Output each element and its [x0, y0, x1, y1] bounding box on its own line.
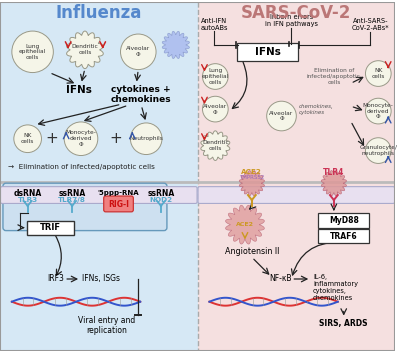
Text: SARS-CoV-2: SARS-CoV-2: [241, 4, 352, 22]
Text: IRF3: IRF3: [48, 275, 64, 283]
Text: Monocyte-
derived
Φ: Monocyte- derived Φ: [66, 131, 96, 147]
FancyBboxPatch shape: [237, 43, 298, 61]
Text: IFNs: IFNs: [66, 85, 92, 95]
Circle shape: [267, 101, 296, 131]
Circle shape: [130, 123, 162, 155]
Text: Alveolar
Φ: Alveolar Φ: [270, 110, 294, 121]
Text: NF-κB: NF-κB: [270, 275, 292, 283]
Text: IL-6,
inflammatory
cytokines,
chemokines: IL-6, inflammatory cytokines, chemokines: [313, 274, 358, 301]
Polygon shape: [321, 170, 346, 196]
Bar: [198, 182, 395, 351]
Polygon shape: [67, 31, 103, 68]
Text: cytokines +
chemokines: cytokines + chemokines: [111, 85, 172, 104]
Circle shape: [366, 61, 391, 86]
Text: Angiotensin II: Angiotensin II: [225, 247, 279, 256]
Circle shape: [366, 138, 391, 163]
Text: Lung
epithelial
cells: Lung epithelial cells: [202, 68, 229, 85]
Circle shape: [202, 96, 228, 122]
FancyBboxPatch shape: [0, 187, 197, 203]
Text: TRAF6: TRAF6: [330, 232, 358, 241]
Text: Neutrophils: Neutrophils: [129, 136, 163, 141]
Text: Elimination of
infected/apoptotic
cells: Elimination of infected/apoptotic cells: [307, 68, 361, 85]
FancyBboxPatch shape: [3, 183, 167, 231]
Circle shape: [12, 31, 53, 73]
Text: ACE2: ACE2: [236, 222, 254, 227]
Text: Dendritic
cells: Dendritic cells: [202, 140, 229, 151]
Text: TLR3: TLR3: [18, 197, 38, 203]
Text: Viral entry and
replication: Viral entry and replication: [78, 316, 135, 335]
Polygon shape: [201, 131, 230, 161]
Bar: [0, 182, 198, 351]
Text: IFNs, ISGs: IFNs, ISGs: [82, 275, 120, 283]
Circle shape: [366, 98, 391, 124]
Text: Anti-SARS-
CoV-2-ABs*: Anti-SARS- CoV-2-ABs*: [352, 18, 389, 31]
Bar: [198, 2, 395, 182]
Text: +: +: [45, 131, 58, 146]
FancyBboxPatch shape: [27, 221, 74, 234]
Text: ssRNA: ssRNA: [58, 189, 86, 198]
Text: TMPRSS2: TMPRSS2: [239, 175, 264, 180]
Text: '5ppp-RNA: '5ppp-RNA: [98, 190, 139, 196]
Circle shape: [120, 34, 156, 70]
Polygon shape: [239, 170, 264, 196]
Text: NOD2: NOD2: [150, 197, 172, 203]
Text: Anti-IFN
autoABs: Anti-IFN autoABs: [200, 18, 228, 31]
Text: Monocyte-
derived
Φ: Monocyte- derived Φ: [363, 103, 394, 119]
Text: chemokines,
cytokines: chemokines, cytokines: [298, 104, 333, 114]
Text: Influenza: Influenza: [56, 4, 142, 22]
Text: SIRS, ARDS: SIRS, ARDS: [320, 319, 368, 328]
Text: TRIF: TRIF: [40, 223, 61, 232]
Circle shape: [202, 64, 228, 89]
Text: ssRNA: ssRNA: [147, 189, 175, 198]
FancyBboxPatch shape: [198, 187, 394, 203]
Circle shape: [14, 125, 42, 152]
Text: Granulocyte/
neutrophils: Granulocyte/ neutrophils: [359, 145, 397, 156]
FancyBboxPatch shape: [104, 196, 133, 212]
Text: Inborn errors
in IFN pathways: Inborn errors in IFN pathways: [265, 14, 318, 27]
Text: Lung
epithelial
cells: Lung epithelial cells: [19, 43, 46, 60]
Text: Dendritic
cells: Dendritic cells: [72, 44, 98, 55]
Text: IFNs: IFNs: [255, 47, 281, 57]
Text: dsRNA: dsRNA: [14, 189, 42, 198]
Polygon shape: [162, 31, 189, 59]
Text: TLR4: TLR4: [323, 168, 344, 177]
Text: TLR7/8: TLR7/8: [58, 197, 86, 203]
FancyBboxPatch shape: [318, 229, 370, 244]
FancyBboxPatch shape: [318, 213, 370, 228]
Text: +: +: [109, 131, 122, 146]
Text: RIG-I: RIG-I: [108, 201, 129, 209]
Text: NK
cells: NK cells: [21, 133, 34, 144]
Text: Alveolar
Φ: Alveolar Φ: [203, 104, 227, 114]
Text: →  Elimination of infected/apoptotic cells: → Elimination of infected/apoptotic cell…: [8, 164, 155, 170]
Text: ACE2: ACE2: [242, 169, 262, 175]
Circle shape: [64, 122, 98, 156]
Text: MyD88: MyD88: [329, 216, 359, 225]
Bar: [0, 2, 198, 182]
Text: Alveolar
Φ: Alveolar Φ: [126, 46, 150, 57]
Text: NK
cells: NK cells: [372, 68, 385, 79]
Polygon shape: [226, 205, 264, 244]
